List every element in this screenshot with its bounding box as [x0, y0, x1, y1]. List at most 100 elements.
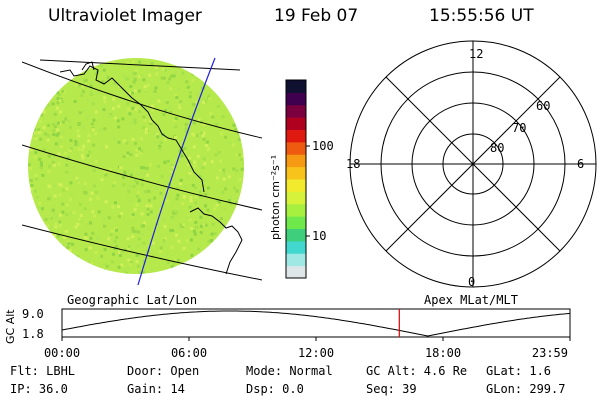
gain-status: Gain: 14	[127, 382, 185, 396]
disk-speckle	[188, 171, 192, 175]
disk-speckle	[56, 128, 60, 132]
disk-speckle	[40, 113, 44, 117]
disk-speckle	[89, 236, 93, 240]
disk-speckle	[94, 160, 98, 163]
disk-speckle	[238, 153, 242, 157]
disk-speckle	[103, 170, 107, 174]
disk-speckle	[137, 230, 141, 234]
disk-speckle	[117, 140, 121, 144]
disk-speckle	[96, 237, 99, 240]
disk-speckle	[65, 213, 69, 217]
disk-speckle	[113, 136, 116, 140]
disk-speckle	[140, 74, 143, 78]
disk-speckle	[204, 144, 208, 148]
disk-speckle	[181, 201, 185, 205]
disk-speckle	[168, 77, 172, 81]
gcalt-status: GC Alt: 4.6 Re	[366, 364, 468, 378]
disk-speckle	[202, 157, 206, 161]
disk-speckle	[169, 167, 173, 171]
disk-speckle	[40, 249, 44, 253]
disk-speckle	[69, 211, 73, 215]
disk-speckle	[149, 114, 153, 118]
disk-speckle	[29, 221, 33, 225]
disk-speckle	[178, 63, 182, 67]
disk-speckle	[154, 86, 158, 90]
disk-speckle	[37, 259, 41, 263]
disk-speckle	[117, 104, 121, 108]
disk-speckle	[95, 75, 99, 79]
disk-speckle	[100, 254, 104, 258]
disk-speckle	[178, 149, 182, 153]
disk-speckle	[174, 117, 178, 120]
disk-speckle	[34, 189, 37, 193]
disk-speckle	[199, 231, 203, 235]
disk-speckle	[228, 199, 231, 203]
disk-speckle	[81, 90, 85, 94]
disk-speckle	[127, 190, 131, 194]
disk-speckle	[223, 231, 227, 234]
disk-speckle	[140, 224, 144, 228]
disk-speckle	[198, 163, 202, 167]
disk-speckle	[46, 93, 50, 97]
disk-speckle	[174, 135, 177, 139]
disk-speckle	[78, 217, 82, 221]
disk-speckle	[55, 133, 59, 137]
disk-speckle	[131, 229, 135, 233]
disk-speckle	[212, 254, 216, 258]
disk-speckle	[82, 79, 86, 83]
disk-speckle	[87, 263, 91, 267]
disk-speckle	[193, 186, 197, 190]
disk-speckle	[215, 199, 219, 203]
disk-speckle	[179, 223, 183, 227]
disk-speckle	[68, 72, 72, 76]
disk-speckle	[62, 256, 66, 260]
disk-speckle	[232, 123, 236, 127]
colorbar-gradient	[286, 80, 306, 279]
disk-speckle	[70, 242, 74, 246]
colorbar-block	[286, 240, 306, 254]
disk-speckle	[81, 109, 85, 113]
disk-speckle	[63, 235, 67, 239]
disk-speckle	[154, 65, 158, 69]
colorbar-block	[286, 191, 306, 205]
disk-speckle	[59, 254, 63, 258]
disk-speckle	[140, 183, 144, 187]
disk-speckle	[47, 74, 51, 78]
disk-speckle	[186, 85, 190, 89]
disk-speckle	[66, 73, 70, 77]
disk-speckle	[65, 170, 69, 174]
mlt-label-bottom: 0	[468, 275, 475, 289]
disk-speckle	[177, 239, 181, 243]
disk-speckle	[68, 248, 72, 252]
disk-speckle	[56, 91, 60, 94]
disk-speckle	[195, 100, 199, 104]
disk-speckle	[137, 199, 141, 203]
disk-speckle	[175, 210, 179, 214]
disk-speckle	[77, 62, 81, 66]
dsp-status: Dsp: 0.0	[246, 382, 304, 396]
disk-speckle	[76, 129, 80, 133]
disk-speckle	[73, 166, 77, 170]
disk-speckle	[226, 94, 230, 98]
disk-speckle	[30, 228, 34, 232]
disk-speckle	[69, 139, 73, 142]
disk-speckle	[112, 107, 115, 110]
disk-speckle	[122, 155, 126, 159]
disk-speckle	[174, 258, 178, 262]
disk-speckle	[238, 263, 242, 267]
disk-speckle	[189, 196, 193, 200]
disk-speckle	[112, 97, 115, 101]
disk-speckle	[129, 262, 133, 266]
disk-speckle	[232, 109, 236, 113]
disk-speckle	[242, 64, 244, 68]
disk-speckle	[202, 137, 206, 141]
glat-status: GLat: 1.6	[486, 364, 552, 378]
disk-speckle	[103, 127, 107, 131]
disk-speckle	[80, 153, 84, 157]
disk-speckle	[32, 131, 36, 135]
disk-speckle	[59, 89, 63, 93]
disk-speckle	[107, 216, 111, 220]
disk-speckle	[169, 87, 172, 91]
disk-speckle	[35, 217, 39, 220]
disk-speckle	[179, 100, 183, 104]
